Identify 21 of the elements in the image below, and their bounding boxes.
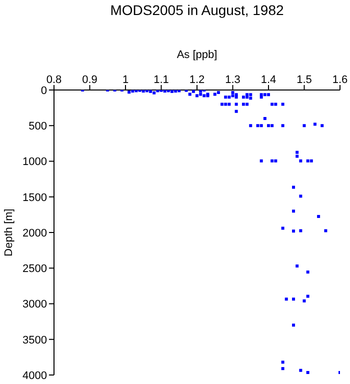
y-tick-label: 2000 [22, 227, 47, 240]
y-tick-label: 1000 [22, 156, 47, 168]
x-tick-label: 0.8 [46, 74, 62, 86]
x-tick-label: 0.9 [82, 74, 98, 86]
y-tick-label: 3500 [22, 334, 47, 346]
x-tick-label: 1.5 [296, 74, 312, 86]
x-tick-label: 1.1 [154, 74, 169, 86]
x-tick-label: 1.4 [260, 74, 276, 86]
x-tick-label: 1.2 [189, 74, 205, 86]
x-axis-title: As [ppb] [176, 48, 218, 61]
y-tick-label: 1500 [22, 192, 47, 204]
y-axis-title: Depth [m] [2, 208, 15, 256]
y-tick-label: 2500 [22, 263, 47, 276]
y-tick-label: 500 [28, 120, 47, 133]
y-tick-label: 3000 [22, 298, 47, 311]
x-tick-label: 1.6 [332, 74, 348, 86]
x-tick-label: 1.3 [225, 74, 240, 86]
y-tick-label: 4000 [22, 370, 47, 382]
x-tick-label: 1 [122, 74, 129, 86]
y-tick-label: 0 [40, 84, 47, 97]
chart-title: MODS2005 in August, 1982 [109, 2, 285, 18]
